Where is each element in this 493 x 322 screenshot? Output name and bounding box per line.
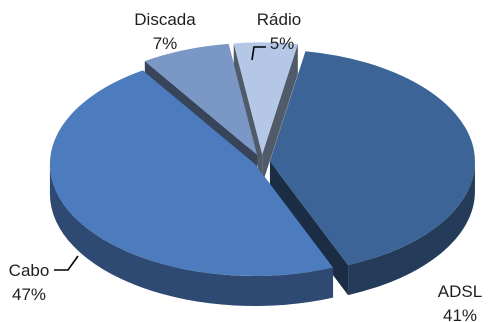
label-adsl-value: 41% bbox=[443, 306, 477, 322]
slices-layer bbox=[49, 42, 475, 307]
leader-line-radio bbox=[251, 46, 266, 61]
label-cabo-value: 47% bbox=[12, 285, 46, 304]
slice-discada-top bbox=[144, 43, 258, 155]
slice-radio-side-wall bbox=[262, 44, 298, 185]
leader-line-cabo bbox=[54, 255, 79, 271]
label-radio-value: 5% bbox=[270, 34, 295, 53]
slice-cabo-top bbox=[49, 70, 334, 277]
label-discada-name: Discada bbox=[134, 10, 196, 29]
slice-cabo bbox=[49, 70, 334, 307]
label-cabo-name: Cabo bbox=[9, 261, 50, 280]
slice-adsl-outer-side bbox=[348, 161, 475, 296]
label-radio-name: Rádio bbox=[257, 10, 301, 29]
slice-cabo-outer-side bbox=[49, 164, 334, 307]
slice-adsl-top bbox=[269, 51, 475, 266]
label-discada-value: 7% bbox=[153, 34, 178, 53]
slice-radio-top bbox=[233, 42, 298, 155]
label-adsl-name: ADSL bbox=[438, 282, 482, 301]
